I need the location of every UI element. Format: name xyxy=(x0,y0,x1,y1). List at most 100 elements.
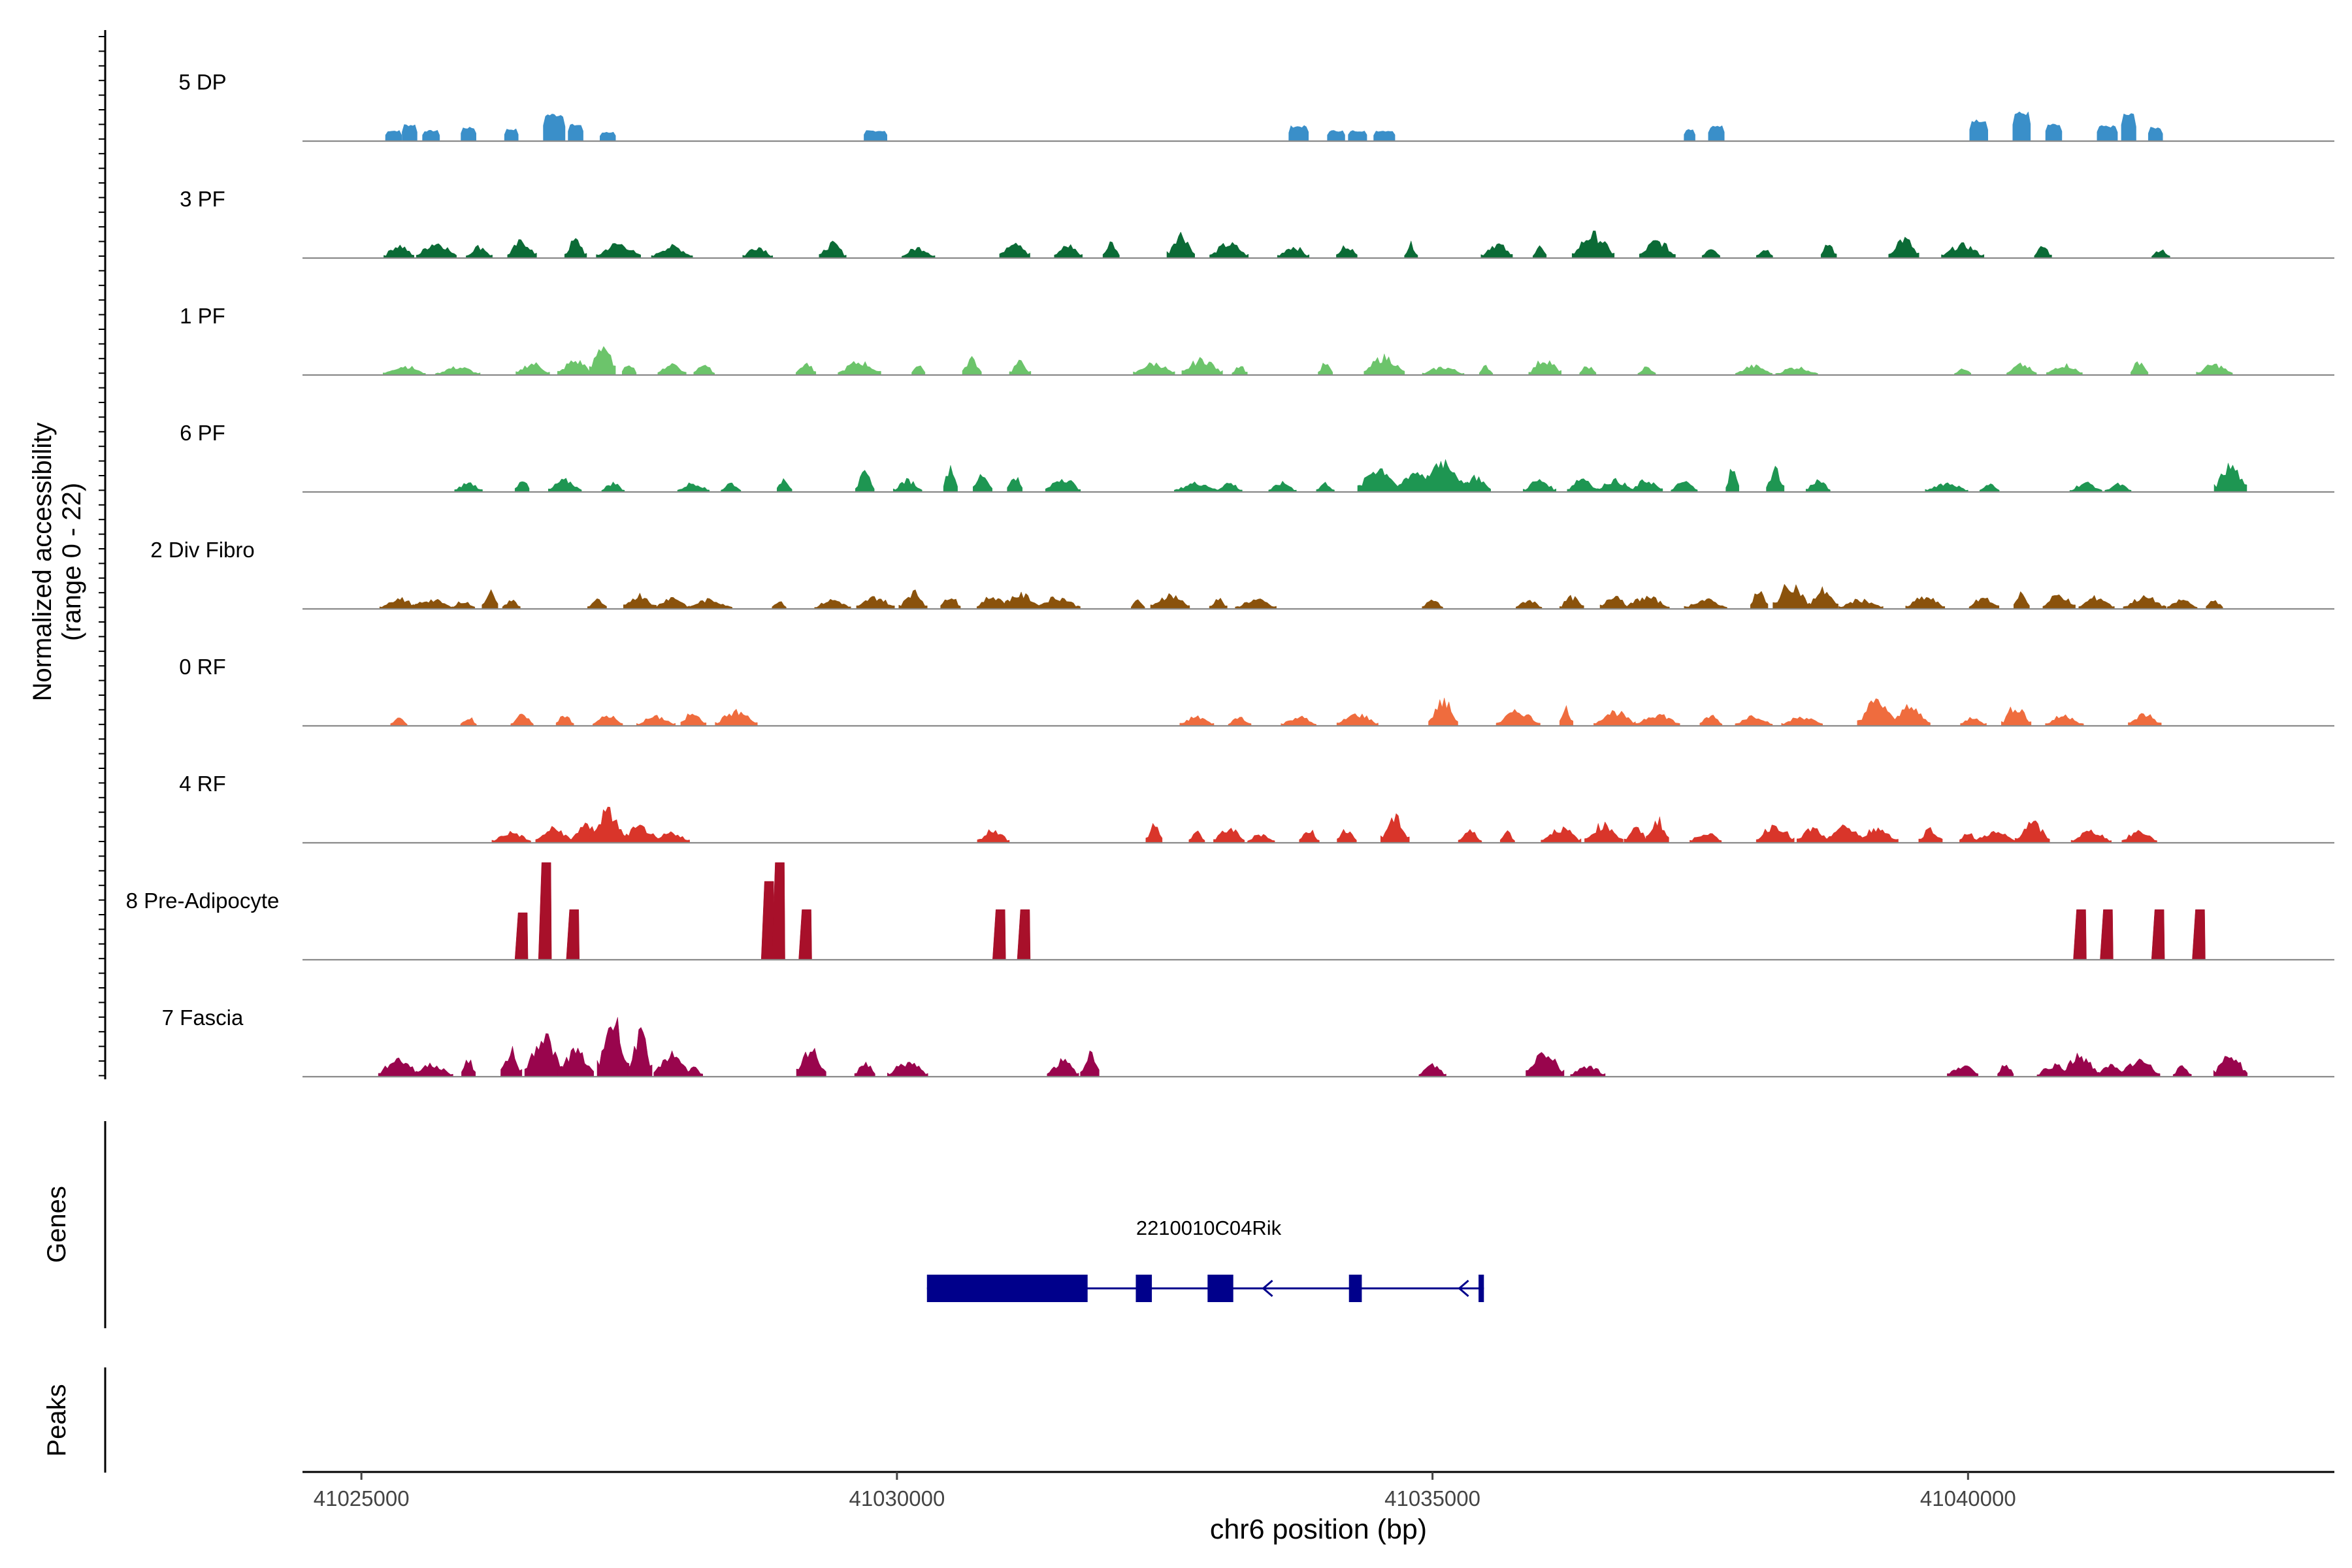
coverage-peak xyxy=(898,589,928,610)
coverage-peak xyxy=(1559,595,1584,610)
coverage-peak xyxy=(460,717,477,727)
coverage-peak xyxy=(402,124,417,142)
coverage-peak xyxy=(1766,465,1785,493)
coverage-peak xyxy=(2121,113,2136,142)
coverage-peak xyxy=(721,482,742,493)
coverage-peak xyxy=(1145,823,1163,843)
coverage-peak xyxy=(601,482,625,493)
x-tick-label: 41040000 xyxy=(1920,1486,2016,1511)
y-axis-label: Normalized accessibility xyxy=(28,423,57,702)
coverage-peak xyxy=(2070,829,2112,843)
coverage-peak xyxy=(2131,361,2149,376)
coverage-peak xyxy=(2073,909,2087,960)
coverage-peak xyxy=(466,244,493,259)
coverage-peak xyxy=(2123,595,2167,610)
genes-label: Genes xyxy=(42,1186,71,1263)
coverage-peak xyxy=(1972,830,2017,843)
coverage-peak xyxy=(589,346,616,376)
coverage-peak xyxy=(1209,242,1249,259)
coverage-peak xyxy=(1750,591,1769,610)
coverage-peak xyxy=(1570,1066,1606,1077)
coverage-peak xyxy=(1637,367,1656,376)
coverage-peak xyxy=(1166,231,1195,259)
coverage-peak xyxy=(1684,129,1695,142)
track-0-rf: 0 RF xyxy=(179,655,2334,727)
coverage-peak xyxy=(1034,596,1081,610)
y-axis-title: Normalized accessibility (range 0 - 22) xyxy=(28,423,86,702)
coverage-peak xyxy=(566,909,580,960)
coverage-peak xyxy=(677,482,710,493)
coverage-peak xyxy=(543,114,566,142)
coverage-peak xyxy=(1635,713,1680,727)
coverage-peak xyxy=(819,240,847,259)
coverage-peak xyxy=(2121,830,2157,843)
coverage-peak xyxy=(1181,357,1223,376)
coverage-peak xyxy=(557,1047,594,1077)
coverage-peak xyxy=(1102,241,1120,259)
track-5-dp: 5 DP xyxy=(178,70,2334,142)
coverage-peak xyxy=(1458,828,1482,843)
coverage-peak xyxy=(596,1017,630,1077)
coverage-peak xyxy=(600,131,616,142)
coverage-peak xyxy=(657,363,687,376)
coverage-peak xyxy=(1131,599,1145,610)
coverage-peak xyxy=(491,830,531,843)
coverage-peak xyxy=(855,470,875,493)
coverage-peak xyxy=(1968,597,2000,610)
coverage-peak xyxy=(2045,123,2063,142)
coverage-peak xyxy=(1215,482,1243,493)
coverage-peak xyxy=(772,862,785,960)
coverage-peak xyxy=(1420,459,1466,493)
coverage-peak xyxy=(636,715,676,727)
coverage-peak xyxy=(1671,481,1698,493)
coverage-peak xyxy=(1772,583,1810,610)
coverage-peak xyxy=(422,129,440,142)
coverage-peak xyxy=(1460,474,1491,493)
coverage-peak xyxy=(1336,713,1379,727)
coverage-peak xyxy=(1281,715,1316,727)
coverage-peak xyxy=(683,1066,703,1077)
coverage-peak xyxy=(514,912,529,960)
coverage-peak xyxy=(1925,482,1968,493)
coverage-peak xyxy=(1630,479,1663,493)
coverage-peak xyxy=(382,365,426,376)
coverage-peak xyxy=(555,715,574,727)
coverage-peak xyxy=(502,599,521,610)
coverage-peak xyxy=(998,591,1042,610)
coverage-peak xyxy=(1701,249,1720,259)
coverage-peak xyxy=(2118,1058,2161,1077)
coverage-peak xyxy=(1054,244,1083,259)
coverage-peak xyxy=(1516,600,1543,610)
coverage-peak xyxy=(557,359,595,376)
coverage-peak xyxy=(2078,595,2115,610)
coverage-peak xyxy=(515,362,550,376)
coverage-peak xyxy=(1523,479,1557,493)
track-6-pf: 6 PF xyxy=(180,421,2334,493)
coverage-peak xyxy=(1348,130,1367,142)
coverage-peak xyxy=(1887,704,1931,727)
x-tick-label: 41025000 xyxy=(314,1486,410,1511)
peaks-label: Peaks xyxy=(42,1384,71,1456)
coverage-peak xyxy=(390,717,408,727)
coverage-peak xyxy=(2172,1065,2192,1077)
gene-name-label: 2210010C04Rik xyxy=(1136,1217,1282,1239)
genes-panel: Genes 2210010C04Rik xyxy=(42,1121,1484,1328)
coverage-peak xyxy=(2012,111,2031,142)
coverage-peak xyxy=(796,1047,826,1077)
coverage-peak xyxy=(814,598,851,610)
coverage-peak xyxy=(2061,1052,2100,1077)
coverage-peak xyxy=(504,128,519,142)
track-label: 2 Div Fibro xyxy=(150,538,255,562)
strand-arrow xyxy=(1262,1279,1273,1298)
track-1-pf: 1 PF xyxy=(180,304,2334,376)
coverage-peak xyxy=(940,598,961,610)
coverage-peak xyxy=(1247,834,1275,843)
coverage-peak xyxy=(2151,249,2170,259)
coverage-peak xyxy=(510,713,534,727)
coverage-peak xyxy=(1699,714,1723,727)
coverage-peak xyxy=(2006,362,2037,376)
coverage-peak xyxy=(524,1033,563,1077)
track-8-pre-adipocyte: 8 Pre-Adipocyte xyxy=(126,862,2334,961)
coverage-peak xyxy=(973,474,992,493)
coverage-peak xyxy=(651,244,693,259)
